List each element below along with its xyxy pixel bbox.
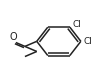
Text: O: O — [9, 32, 17, 42]
Text: Cl: Cl — [73, 20, 82, 29]
Text: Cl: Cl — [84, 37, 93, 46]
